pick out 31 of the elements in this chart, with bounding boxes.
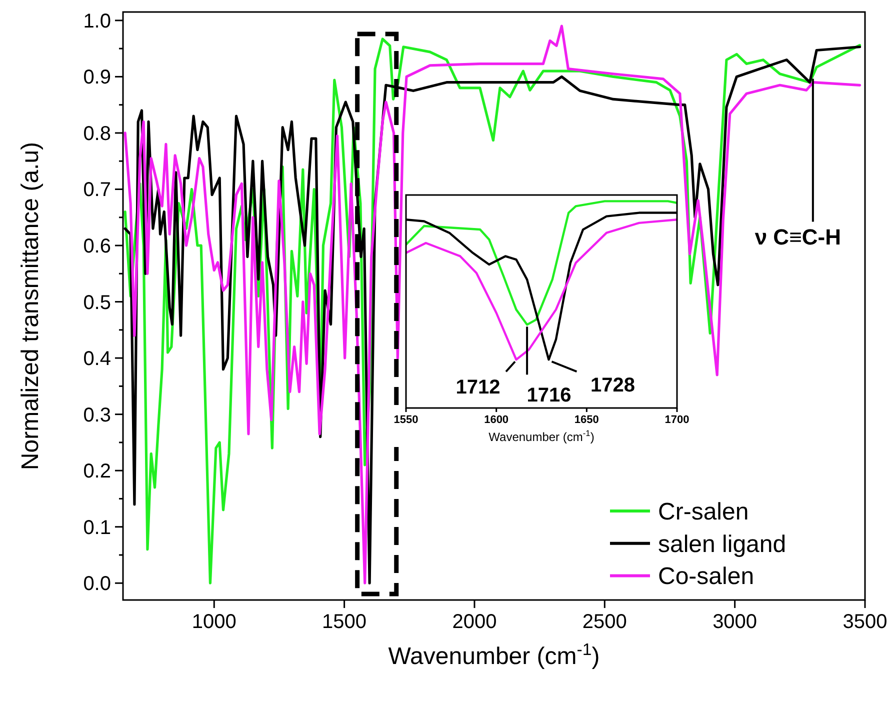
legend-label: Cr-salen [658, 498, 749, 526]
legend-label: Co-salen [658, 563, 754, 590]
x-tick-label: 1700 [664, 414, 690, 426]
y-axis-title: Normalized transmittance (a.u) [17, 142, 44, 470]
x-tick-label: 1500 [322, 611, 367, 633]
y-tick-label: 1.0 [83, 10, 111, 32]
x-axis-title: Wavenumber (cm$^{-1}$) [388, 640, 600, 670]
annotation: ν C≡C-H [754, 224, 842, 250]
y-tick-label: 0.1 [83, 516, 111, 539]
y-tick-label: 0.0 [83, 573, 111, 596]
y-tick-label: 0.3 [83, 404, 111, 426]
x-tick-label: 3000 [712, 611, 758, 633]
x-tick-label: 1000 [192, 611, 236, 633]
x-tick-label: 1550 [394, 414, 418, 426]
annotation: 1712 [456, 376, 500, 399]
y-tick-label: 0.6 [83, 236, 111, 258]
x-tick-label: 3500 [842, 611, 888, 633]
x-tick-label: 2500 [582, 611, 627, 633]
x-axis-title: Wavenumber (cm$^{-1}$) [488, 428, 594, 444]
x-tick-label: 1650 [574, 414, 599, 426]
y-tick-label: 0.7 [83, 179, 111, 202]
legend-label: salen ligand [658, 530, 786, 558]
y-tick-label: 0.2 [83, 460, 111, 483]
x-tick-label: 1600 [484, 414, 509, 426]
y-tick-label: 0.9 [83, 66, 111, 89]
y-tick-label: 0.5 [83, 292, 111, 314]
x-tick-label: 2000 [452, 611, 497, 633]
y-tick-label: 0.4 [83, 348, 111, 370]
annotation: 1728 [590, 374, 635, 397]
annotation: 1716 [526, 384, 572, 407]
y-tick-label: 0.8 [83, 122, 111, 145]
